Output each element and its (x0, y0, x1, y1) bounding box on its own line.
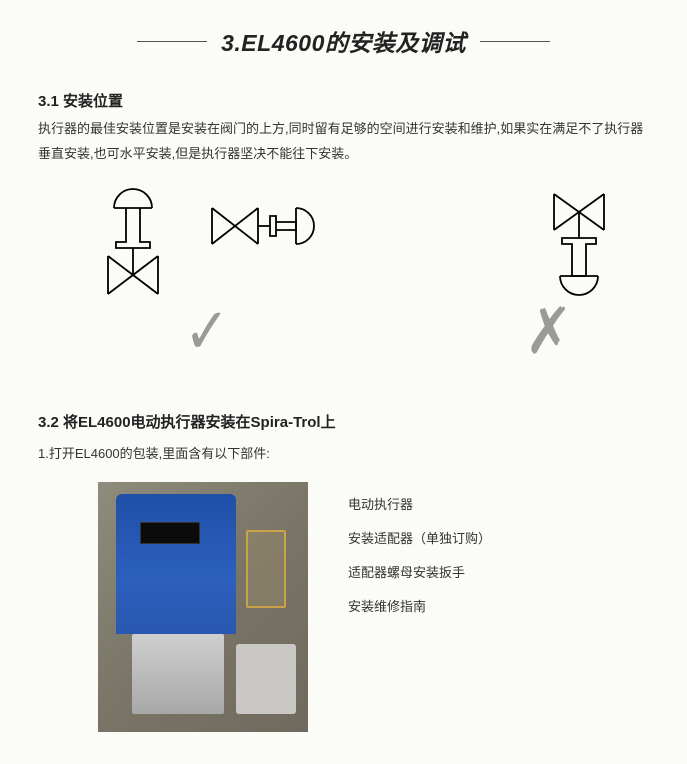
cross-icon: ✗ (524, 312, 572, 350)
heading-3-1: 3.1 安装位置 (38, 90, 649, 111)
list-item: 适配器螺母安装扳手 (348, 556, 491, 590)
title-bar: 3.EL4600的安装及调试 (0, 0, 687, 58)
body-3-1: 执行器的最佳安装位置是安装在阀门的上方,同时留有足够的空间进行安装和维护,如果实… (38, 117, 649, 166)
step-3-2-1: 1.打开EL4600的包装,里面含有以下部件: (38, 442, 649, 467)
rule-right (480, 41, 550, 42)
diagram-horizontal (200, 194, 320, 304)
rule-left (137, 41, 207, 42)
orientation-diagrams (38, 184, 649, 304)
check-icon: ✓ (184, 312, 230, 350)
parts-list: 电动执行器 安装适配器（单独订购） 适配器螺母安装扳手 安装维修指南 (348, 482, 491, 732)
diagram-upright (94, 184, 172, 304)
list-item: 安装适配器（单独订购） (348, 522, 491, 556)
list-item: 电动执行器 (348, 488, 491, 522)
heading-3-2: 3.2 将EL4600电动执行器安装在Spira-Trol上 (38, 411, 649, 432)
page-title: 3.EL4600的安装及调试 (221, 24, 466, 58)
diagram-inverted (540, 184, 618, 304)
product-photo (98, 482, 308, 732)
mark-row: ✓ ✗ (38, 312, 649, 350)
list-item: 安装维修指南 (348, 590, 491, 624)
